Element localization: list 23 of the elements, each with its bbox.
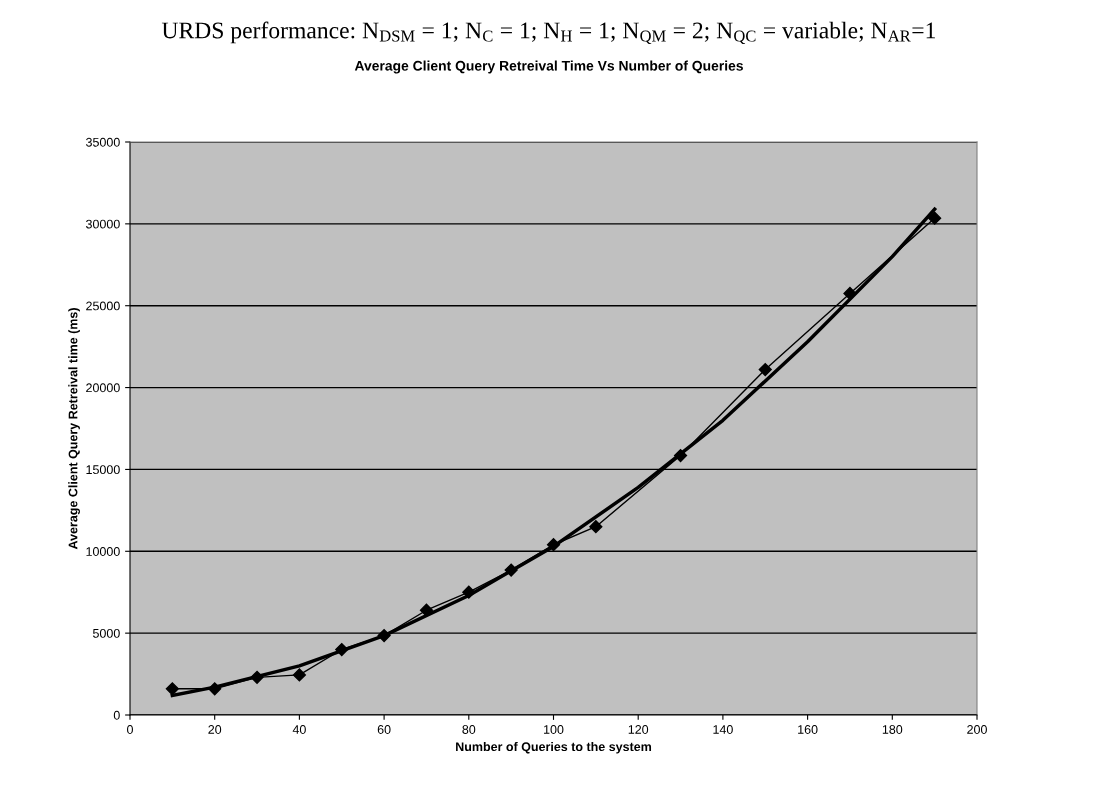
y-tick-label: 25000 xyxy=(86,301,120,311)
x-tick-label: 120 xyxy=(628,725,649,734)
y-tick-label: 15000 xyxy=(86,465,120,475)
y-tick-label: 0 xyxy=(113,710,120,720)
x-tick-label: 200 xyxy=(967,725,987,734)
y-axis-title: Average Client Query Retreival time (ms) xyxy=(68,308,80,550)
y-tick-label: 10000 xyxy=(86,547,120,556)
x-tick-label: 80 xyxy=(462,725,476,734)
y-tick-label: 20000 xyxy=(86,383,120,393)
x-tick-label: 100 xyxy=(544,725,564,734)
x-tick-label: 140 xyxy=(713,725,733,734)
y-tick-label: 5000 xyxy=(92,628,120,638)
x-tick-label: 0 xyxy=(127,725,133,734)
x-tick-label: 20 xyxy=(208,725,222,734)
y-tick-label: 35000 xyxy=(86,137,120,147)
x-tick-label: 180 xyxy=(882,725,903,734)
chart-subtitle: Average Client Query Retreival Time Vs Number of Queries xyxy=(354,60,743,74)
x-tick-label: 60 xyxy=(377,725,391,734)
x-tick-label: 160 xyxy=(798,725,818,734)
x-tick-label: 40 xyxy=(292,725,306,734)
chart-title: URDS performance: N$_{DSM}$ = 1; N$_{C}$ = 1; N$_{H}$ = 1; N$_{QM}$ = 2; N$_{QC}$ = variable; N$_{AR}$=1 xyxy=(161,21,935,45)
y-tick-label: 30000 xyxy=(86,219,120,229)
x-axis-title: Number of Queries to the system xyxy=(456,741,652,754)
